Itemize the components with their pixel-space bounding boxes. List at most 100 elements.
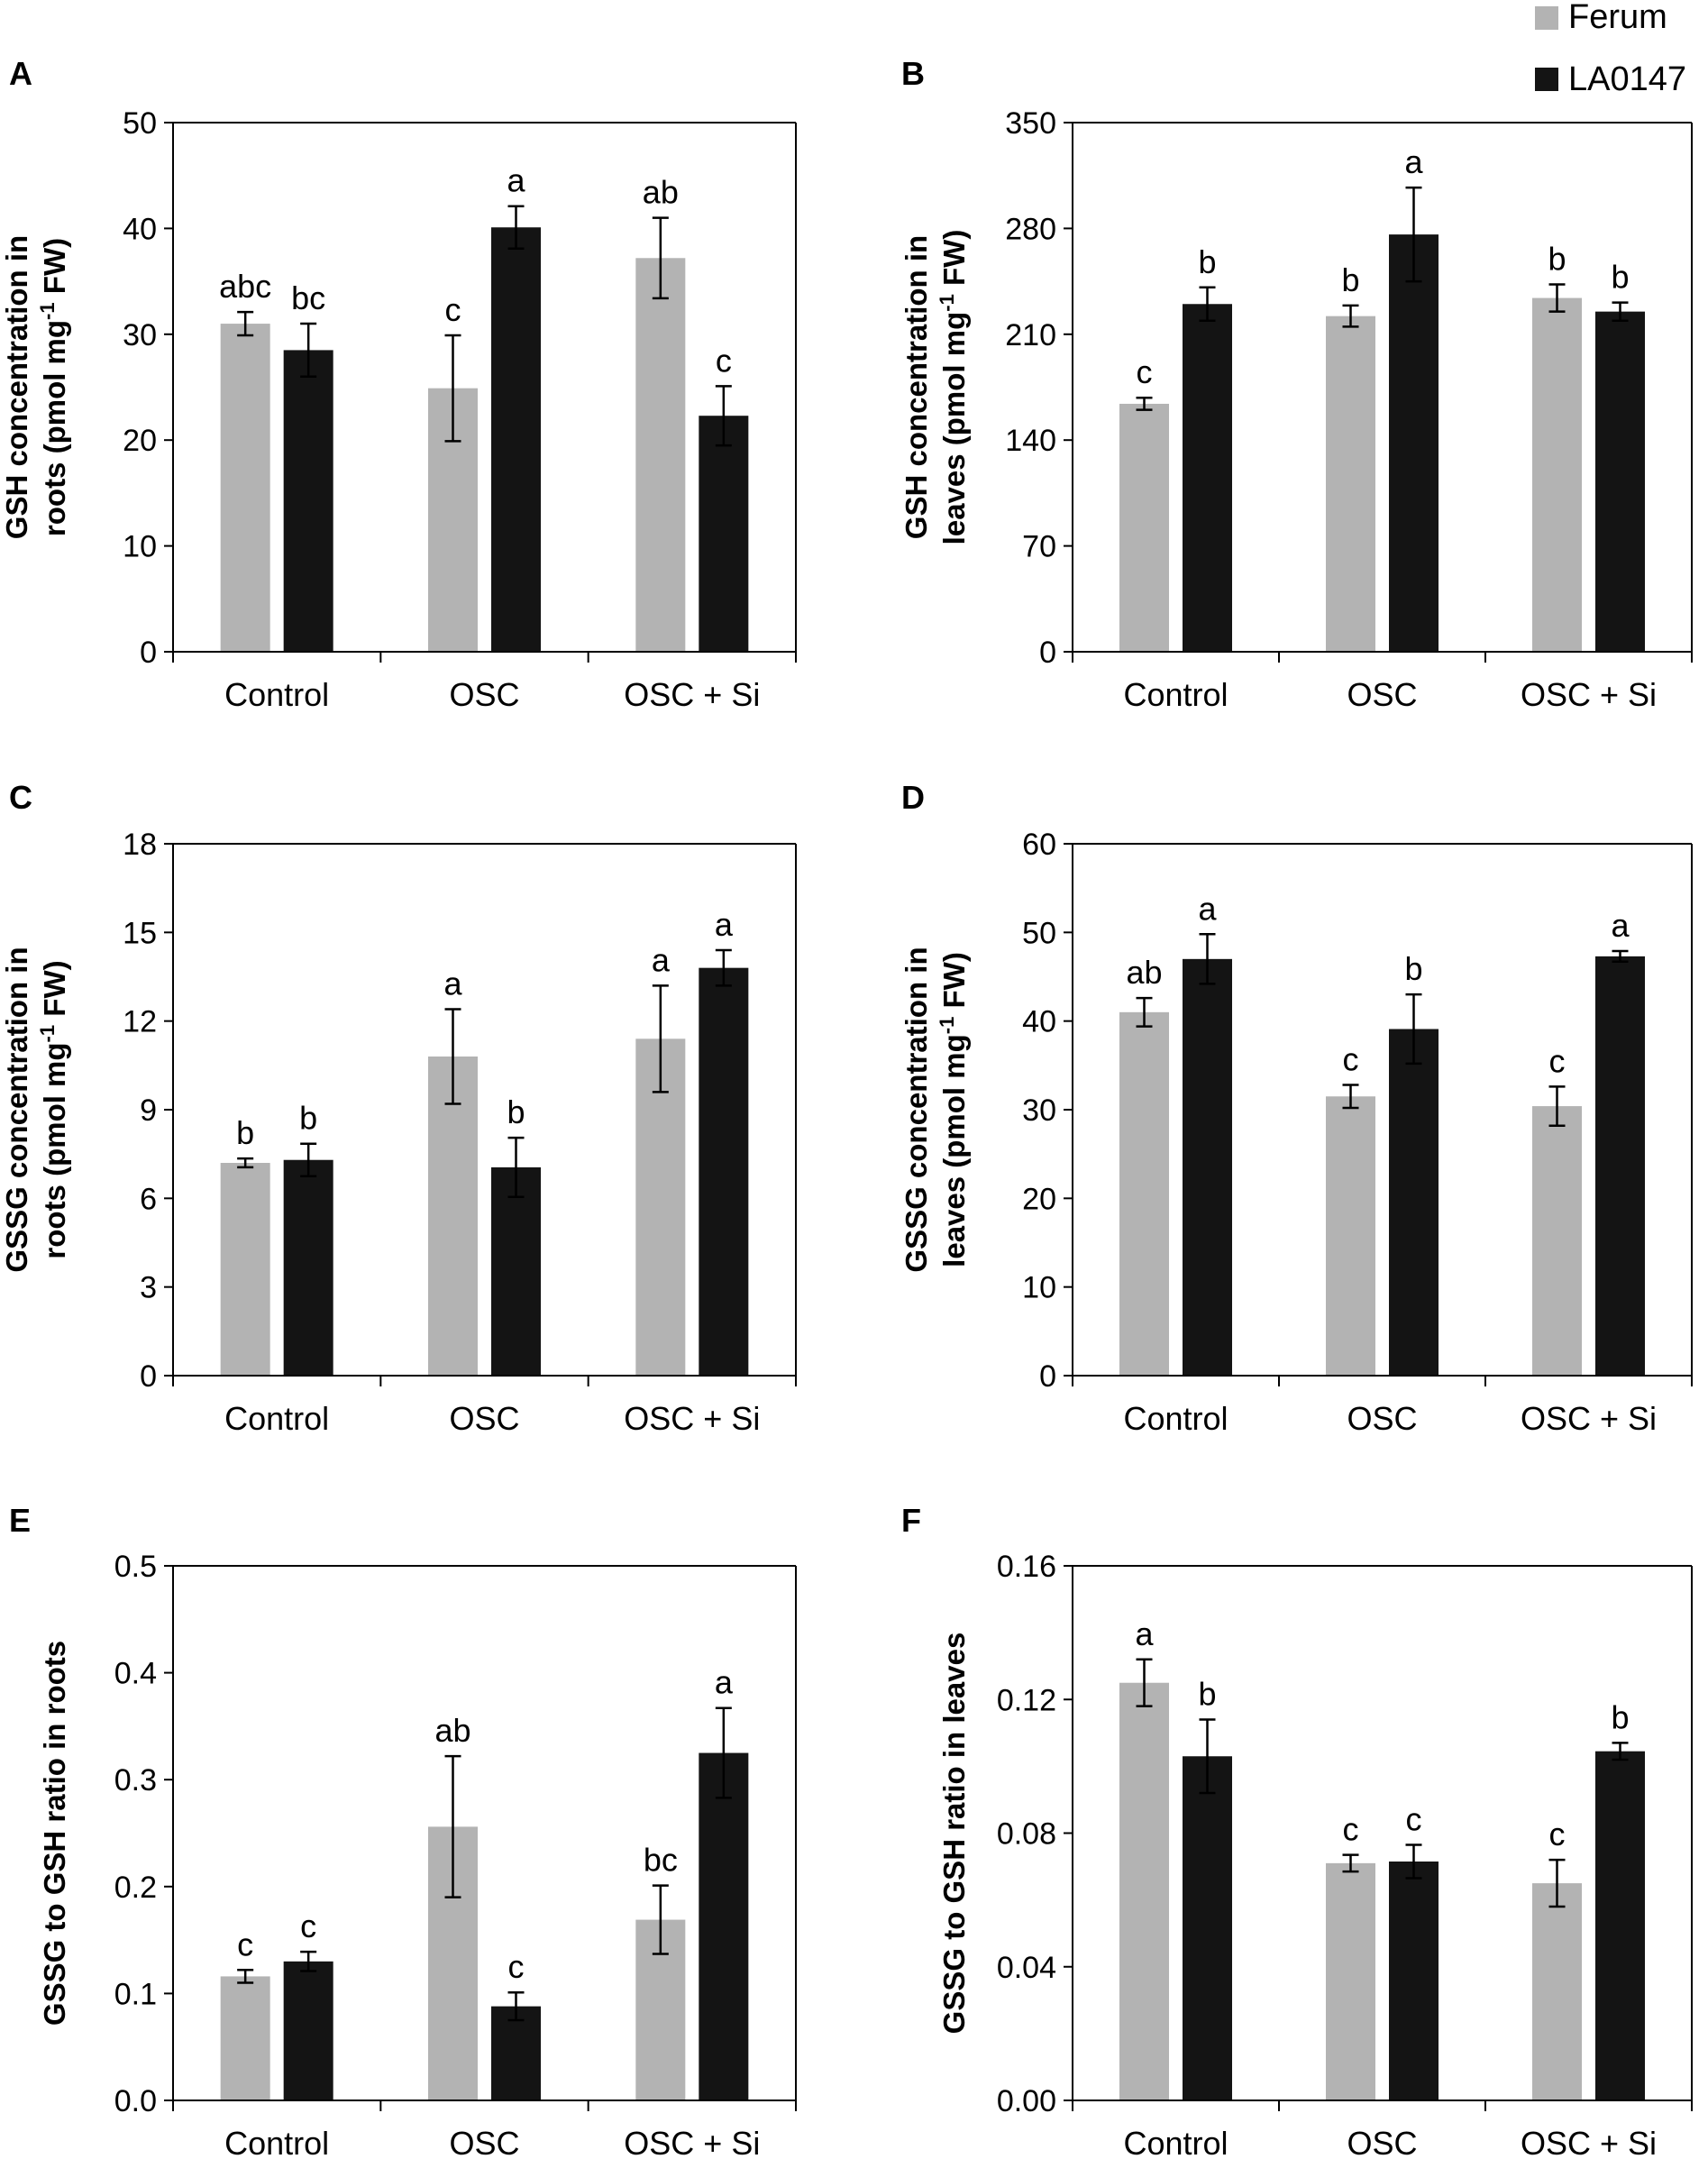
y-tick-label-b-5: 350: [1005, 106, 1056, 141]
x-tick-label-b-2: OSC + Si: [1521, 676, 1657, 713]
y-tick-label-a-0: 0: [140, 636, 157, 670]
bar-e-ferum-0: [220, 1976, 270, 2100]
bar-f-ferum-2: [1532, 1883, 1582, 2100]
bar-b-ferum-2: [1532, 297, 1582, 652]
sig-letter-c-1-0: b: [299, 1100, 317, 1137]
legend-label-la0147: LA0147: [1568, 60, 1686, 98]
bar-b-ferum-0: [1119, 403, 1169, 652]
sig-letter-a-1-1: a: [507, 162, 525, 199]
x-tick-label-d-0: Control: [1123, 1400, 1228, 1437]
sig-letter-f-1-0: b: [1198, 1675, 1216, 1712]
error-bar-e-0-1: [444, 1754, 461, 1898]
error-bar-f-0-0: [1136, 1658, 1153, 1707]
x-tick-label-e-2: OSC + Si: [624, 2125, 760, 2159]
chart-panel-c: Cb a a b b a 0 3 6 9 12 15 18 Control OSC OSC + Si GSSG …: [0, 779, 797, 1437]
sig-letter-a-0-1: c: [445, 291, 461, 328]
y-axis-label-line2-d: leaves (pmol mg-1 FW): [936, 952, 971, 1267]
panel-label-a: A: [9, 55, 32, 92]
error-bar-e-1-0: [300, 1950, 317, 1972]
error-bar-a-0-0: [237, 310, 254, 337]
panel-label-e: E: [9, 1502, 31, 1539]
sig-letter-b-0-2: b: [1548, 240, 1566, 277]
sig-letter-b-1-2: b: [1611, 259, 1629, 296]
sig-letter-f-0-2: c: [1549, 1816, 1566, 1853]
error-bar-c-1-0: [300, 1142, 317, 1177]
error-bar-f-1-1: [1405, 1843, 1422, 1880]
bar-f-la0147-2: [1595, 1751, 1645, 2100]
sig-letter-a-1-2: c: [716, 342, 732, 379]
error-bar-a-0-1: [444, 334, 461, 443]
y-axis-label-line2-b: leaves (pmol mg-1 FW): [936, 230, 971, 545]
y-axis-label-line2-c: roots (pmol mg-1 FW): [36, 960, 71, 1258]
x-tick-label-c-1: OSC: [449, 1400, 519, 1437]
sig-letter-d-0-1: c: [1343, 1040, 1359, 1077]
error-bar-a-0-2: [652, 216, 669, 300]
bar-d-la0147-0: [1183, 958, 1232, 1376]
error-bar-d-1-1: [1405, 993, 1422, 1066]
bar-d-la0147-2: [1595, 956, 1645, 1376]
bar-c-la0147-2: [699, 967, 749, 1376]
error-bar-f-0-1: [1342, 1853, 1359, 1873]
bar-b-la0147-0: [1183, 304, 1232, 652]
legend: Ferum LA0147: [1535, 0, 1686, 98]
bar-d-ferum-0: [1119, 1011, 1169, 1376]
y-tick-label-c-1: 3: [140, 1271, 157, 1305]
y-tick-label-c-0: 0: [140, 1359, 157, 1394]
y-tick-label-f-2: 0.08: [997, 1817, 1056, 1852]
bar-e-la0147-1: [491, 2006, 541, 2100]
y-tick-label-d-0: 0: [1039, 1359, 1056, 1394]
error-bar-d-1-2: [1612, 949, 1629, 964]
y-tick-label-f-3: 0.12: [997, 1683, 1056, 1717]
error-bar-e-0-2: [652, 1884, 669, 1955]
error-bar-e-1-1: [507, 1990, 525, 2022]
bar-b-la0147-1: [1389, 234, 1439, 652]
panel-label-b: B: [901, 55, 925, 92]
y-axis-label-d: GSSG concentration in: [900, 947, 933, 1272]
error-bar-c-0-2: [652, 984, 669, 1093]
bar-c-la0147-1: [491, 1166, 541, 1376]
error-bar-f-1-2: [1612, 1742, 1629, 1761]
y-tick-label-d-6: 60: [1022, 828, 1056, 862]
sig-letter-f-0-1: c: [1343, 1811, 1359, 1848]
x-tick-label-e-0: Control: [224, 2125, 329, 2159]
y-axis-label-line2-a: roots (pmol mg-1 FW): [36, 238, 71, 536]
y-tick-label-e-0: 0.0: [114, 2084, 157, 2118]
sig-letter-a-1-0: bc: [291, 279, 325, 316]
error-bar-d-0-0: [1136, 996, 1153, 1028]
error-bar-a-1-0: [300, 322, 317, 379]
sig-letter-d-0-0: ab: [1126, 954, 1162, 991]
sig-letter-b-1-0: b: [1198, 243, 1216, 280]
axes-b: [1072, 122, 1693, 653]
legend-swatch-la0147: [1535, 68, 1558, 91]
error-bar-c-0-0: [237, 1157, 254, 1169]
y-axis-label-a: GSH concentration in: [0, 235, 33, 539]
error-bar-d-1-0: [1199, 933, 1216, 985]
x-tick-label-d-1: OSC: [1347, 1400, 1417, 1437]
sig-letter-c-0-1: a: [443, 965, 462, 1002]
sig-letter-f-1-1: c: [1406, 1800, 1422, 1837]
bar-c-ferum-1: [428, 1057, 478, 1376]
x-tick-label-e-1: OSC: [449, 2125, 519, 2159]
bar-e-la0147-0: [283, 1961, 333, 2100]
bar-a-la0147-0: [283, 350, 333, 652]
sig-letter-f-1-2: b: [1611, 1698, 1629, 1735]
error-bar-b-0-2: [1548, 283, 1566, 313]
bar-c-ferum-0: [220, 1163, 270, 1376]
sig-letter-e-0-1: ab: [434, 1712, 470, 1749]
bar-d-la0147-1: [1389, 1029, 1439, 1376]
chart-panel-e: Ec ab bc c c a 0.0 0.1 0.2 0.3 0.4 0.5 Control OSC OSC…: [9, 1502, 797, 2159]
sig-letter-b-0-0: c: [1137, 353, 1153, 390]
y-tick-label-c-2: 6: [140, 1182, 157, 1216]
sig-letter-f-0-0: a: [1135, 1615, 1154, 1652]
bar-b-la0147-2: [1595, 311, 1645, 652]
y-tick-label-b-0: 0: [1039, 636, 1056, 670]
bar-f-ferum-1: [1326, 1862, 1375, 2100]
bar-b-ferum-1: [1326, 316, 1375, 652]
error-bar-a-1-1: [507, 205, 525, 250]
x-tick-label-f-1: OSC: [1347, 2125, 1417, 2159]
error-bar-f-1-0: [1199, 1718, 1216, 1795]
y-tick-label-d-5: 50: [1022, 916, 1056, 950]
